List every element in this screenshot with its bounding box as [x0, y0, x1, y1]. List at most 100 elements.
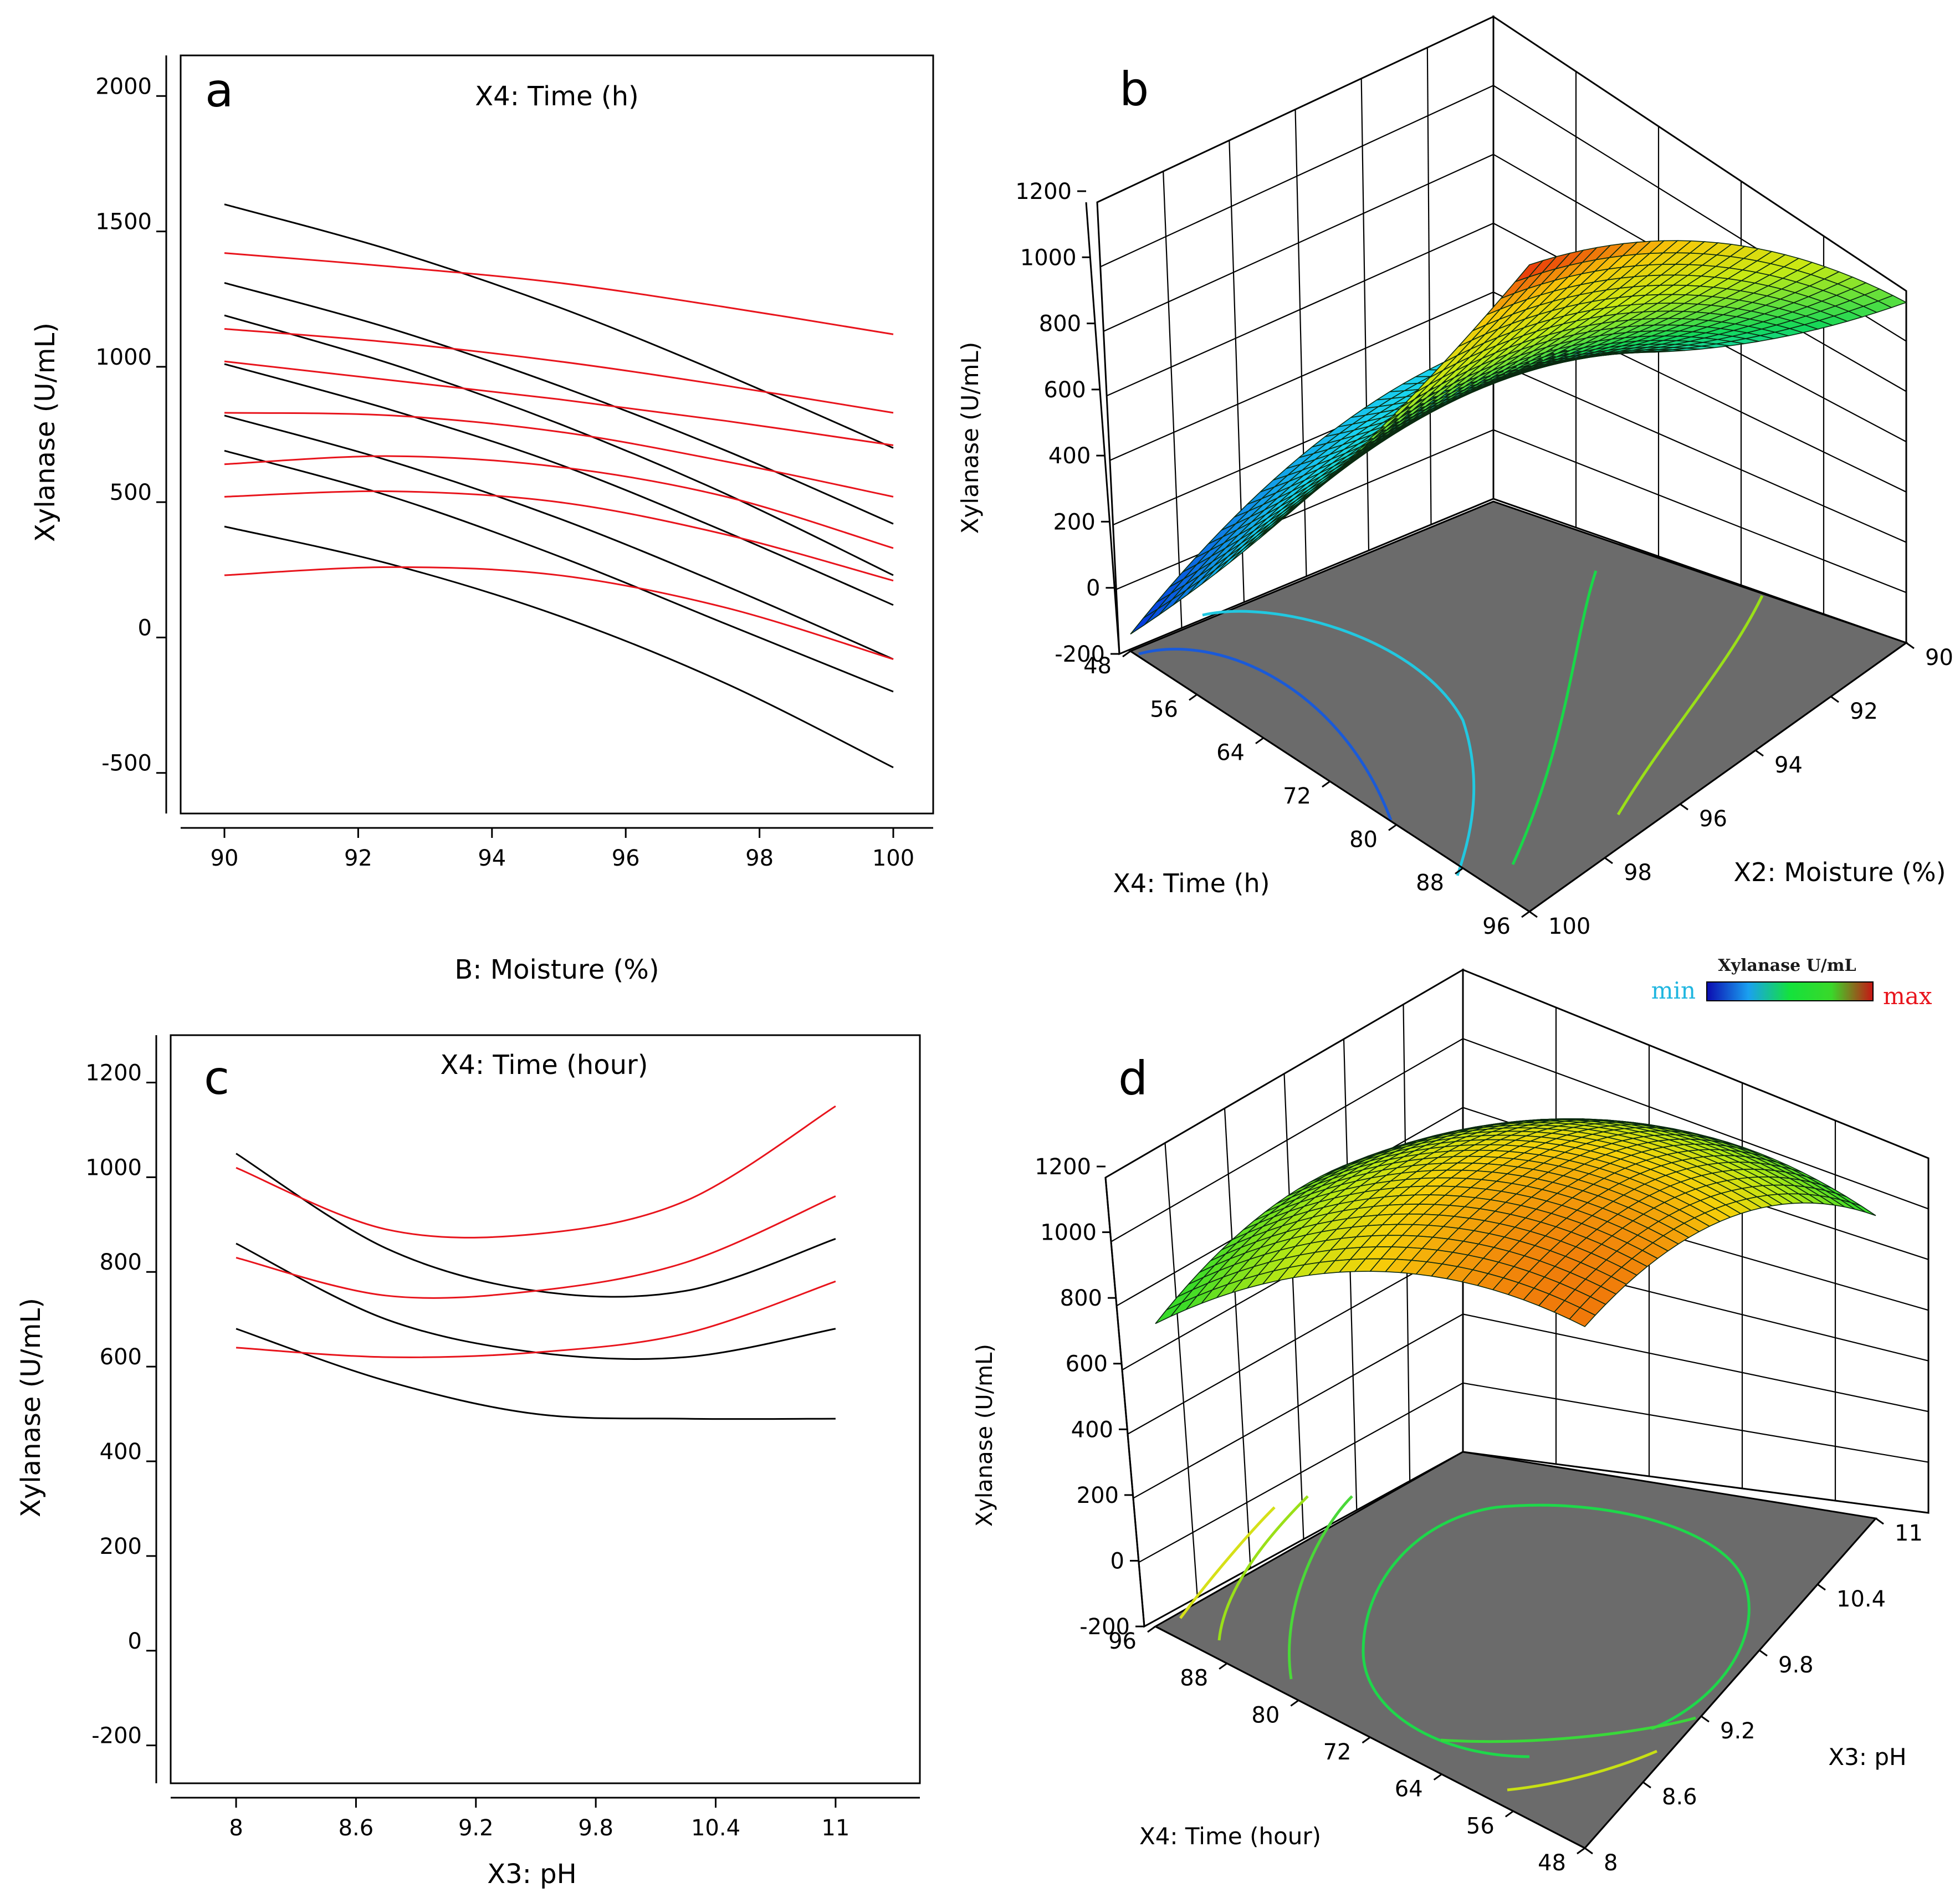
b-z-tick-label: 1000 — [1020, 245, 1077, 270]
panel-c-y-tick-label: 0 — [128, 1629, 142, 1654]
panel-a-x-tick-label: 90 — [211, 846, 239, 871]
d-x-tick — [1642, 1781, 1651, 1789]
d-z-tick-label: 400 — [1071, 1417, 1113, 1442]
b-z-tick-label: 400 — [1048, 443, 1091, 469]
b-time-tick-label: 48 — [1083, 653, 1112, 679]
panel-c-letter: c — [204, 1051, 229, 1105]
d-x-tick-label: 9.2 — [1720, 1718, 1756, 1744]
b-floor-contour — [1616, 595, 1764, 816]
colorbar: Xylanase U/mL min max — [1651, 956, 1932, 1010]
d-x-tick-label: 9.8 — [1778, 1652, 1814, 1678]
panel-a-x-tick-label: 94 — [478, 846, 506, 871]
panel-a-red-curve — [224, 360, 894, 447]
panel-b-surface-chart: -200 0 200 400 600 800 1000 1200 48 56 64 72 80 88 96 9… — [956, 15, 1953, 939]
b-x-tick — [1604, 857, 1613, 864]
panel-a-title: X4: Time (h) — [475, 81, 638, 112]
panel-a-plot-frame — [180, 54, 934, 815]
b-x-tick-label: 90 — [1925, 645, 1953, 671]
panel-b-y-axis-label: X4: Time (h) — [1113, 868, 1270, 898]
panel-a-red-curve — [224, 252, 894, 335]
d-floor-contour — [1288, 1495, 1353, 1680]
b-time-tick-label: 96 — [1482, 914, 1511, 939]
b-z-tick-label: 600 — [1043, 377, 1086, 403]
d-time-tick-label: 56 — [1466, 1813, 1495, 1839]
panel-c-y-axis-label: Xylanase (U/mL) — [16, 1298, 47, 1517]
d-surface-cell — [1155, 1302, 1183, 1324]
panel-c-x-tick-label: 11 — [821, 1815, 849, 1841]
panel-d-letter: d — [1118, 1051, 1148, 1106]
panel-c-x-tick-label: 9.2 — [458, 1815, 494, 1841]
b-z-tick-label: -200 — [1055, 642, 1105, 667]
panel-b-x-axis-label: X2: Moisture (%) — [1733, 857, 1946, 887]
panel-d-y-axis-label: X4: Time (hour) — [1139, 1823, 1321, 1850]
panel-a-black-curve — [224, 203, 894, 449]
panel-c-plot-frame — [170, 1034, 921, 1784]
panel-a-y-tick-label: -500 — [101, 751, 152, 776]
panel-a-x-tick-label: 98 — [745, 846, 774, 871]
d-x-tick-label: 10.4 — [1836, 1587, 1886, 1612]
d-time-tick — [1577, 1847, 1585, 1855]
panel-c-red-curve — [236, 1195, 836, 1299]
panel-c-line-chart: c X4: Time (hour) 8 8.6 9.2 9.8 10.4 11 -200 0… — [16, 1034, 921, 1890]
panel-d-back-wall-right — [1462, 968, 1930, 1514]
panel-a-y-tick-label: 0 — [138, 615, 152, 641]
panel-a-y-tick-label: 1000 — [95, 345, 152, 370]
d-time-tick — [1290, 1700, 1299, 1707]
d-time-tick-label: 96 — [1108, 1629, 1137, 1654]
panel-a-y-tick-label: 500 — [110, 480, 152, 505]
d-wall-gridline — [1133, 1313, 1929, 1499]
d-time-tick — [1147, 1625, 1156, 1633]
b-time-tick-label: 72 — [1283, 784, 1311, 809]
panel-a-letter: a — [205, 63, 233, 117]
panel-c-black-curve — [236, 1328, 836, 1420]
panel-c-x-tick-label: 9.8 — [578, 1815, 613, 1841]
d-z-tick-label: 200 — [1077, 1483, 1119, 1508]
b-x-tick — [1529, 910, 1538, 918]
d-x-tick — [1701, 1715, 1710, 1723]
panel-a-black-curve — [224, 449, 894, 693]
d-floor-contour — [1440, 1716, 1696, 1743]
d-wall-gridline — [1224, 1108, 1251, 1569]
panel-a-line-chart: a X4: Time (h) 90 92 94 96 98 100 -500 0 500 100… — [30, 54, 934, 985]
panel-b-letter: b — [1119, 62, 1149, 116]
panel-a-x-axis-label: B: Moisture (%) — [454, 954, 659, 985]
d-time-tick-label: 80 — [1251, 1702, 1280, 1728]
b-time-tick-label: 80 — [1349, 827, 1378, 852]
b-time-tick-label: 64 — [1216, 740, 1245, 766]
b-x-tick-label: 98 — [1624, 860, 1652, 886]
d-wall-gridline — [1138, 1382, 1929, 1563]
panel-c-black-curve — [236, 1153, 836, 1298]
b-time-tick — [1322, 780, 1330, 788]
d-z-tick-label: -200 — [1079, 1614, 1130, 1640]
d-time-tick-label: 88 — [1180, 1666, 1208, 1691]
d-x-tick-label: 8.6 — [1662, 1784, 1697, 1810]
b-x-tick-label: 100 — [1548, 914, 1590, 939]
b-surface-cell — [1130, 608, 1158, 635]
b-z-tick-label: 0 — [1086, 576, 1100, 601]
d-x-tick — [1759, 1649, 1768, 1657]
b-x-tick — [1680, 803, 1688, 811]
panel-c-title: X4: Time (hour) — [441, 1050, 648, 1081]
d-wall-gridline — [1283, 1073, 1304, 1539]
d-z-tick-label: 0 — [1111, 1548, 1124, 1574]
panel-c-y-tick-label: 1200 — [85, 1060, 142, 1086]
b-floor-contour — [1202, 610, 1476, 876]
panel-c-y-tick-label: 400 — [100, 1439, 142, 1465]
panel-c-y-tick-label: 600 — [100, 1344, 142, 1370]
b-time-tick-label: 88 — [1416, 871, 1444, 896]
d-time-tick-label: 48 — [1538, 1850, 1566, 1876]
panel-b-z-axis — [1085, 202, 1120, 654]
d-floor-contour — [1217, 1495, 1309, 1641]
b-time-tick — [1521, 910, 1530, 918]
b-wall-gridline — [1106, 222, 1907, 443]
d-time-tick — [1433, 1773, 1442, 1781]
panel-a-x-tick-label: 96 — [612, 846, 640, 871]
d-wall-gridline — [1111, 1038, 1929, 1242]
panel-a-black-curve — [224, 314, 894, 576]
b-wall-gridline — [1163, 171, 1183, 628]
panel-a-black-curve — [224, 415, 894, 660]
d-x-tick — [1817, 1583, 1826, 1591]
d-floor-contour — [1507, 1749, 1657, 1792]
panel-d-surface-chart: -200 0 200 400 600 800 1000 1200 48 56 64 72 80 88 96 8… — [972, 968, 1930, 1876]
panel-c-x-tick-label: 8 — [229, 1815, 243, 1841]
